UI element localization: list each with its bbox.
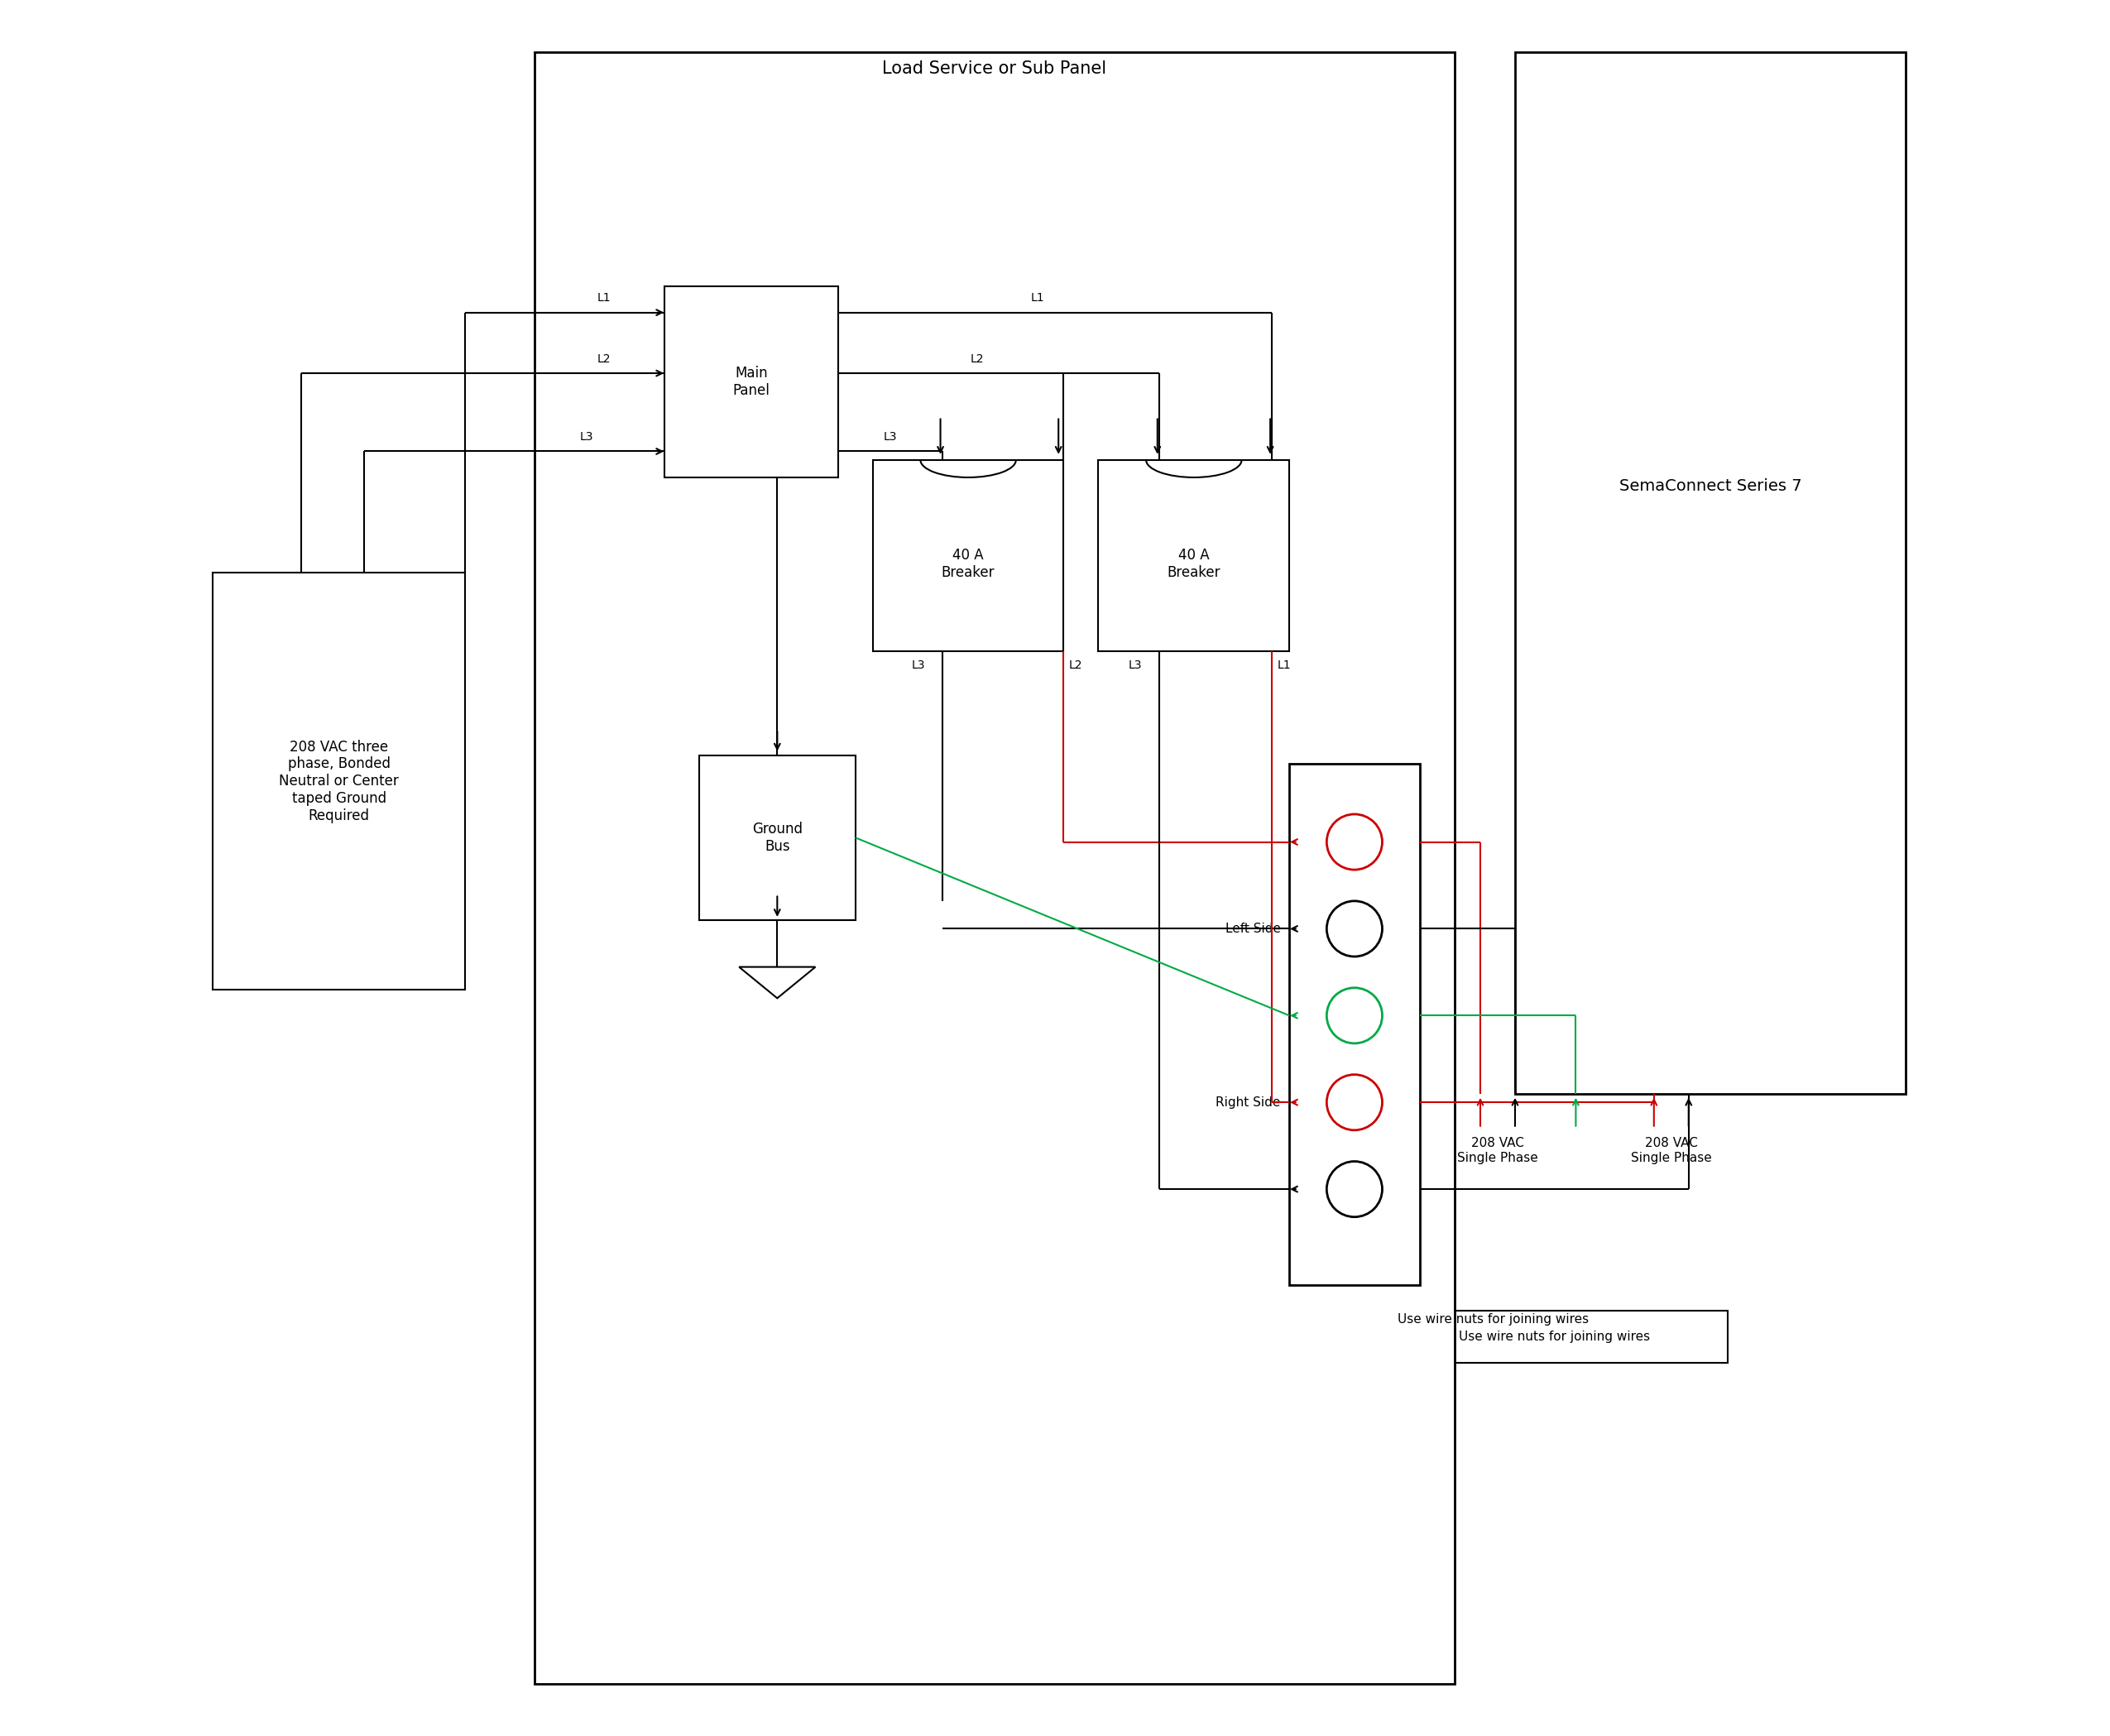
Text: 40 A
Breaker: 40 A Breaker [1167,549,1220,580]
Text: L2: L2 [971,352,983,365]
Text: 208 VAC three
phase, Bonded
Neutral or Center
taped Ground
Required: 208 VAC three phase, Bonded Neutral or C… [279,740,399,823]
Bar [1099,460,1289,651]
Text: L3: L3 [580,431,593,443]
Bar [665,286,838,477]
Text: L1: L1 [1277,660,1291,672]
Bar [874,460,1063,651]
Bar [1380,1311,1728,1363]
Text: 208 VAC
Single Phase: 208 VAC Single Phase [1458,1137,1538,1163]
Bar [1515,52,1905,1094]
Bar [534,52,1454,1684]
Text: Right Side: Right Side [1215,1095,1281,1109]
Text: 40 A
Breaker: 40 A Breaker [941,549,996,580]
Text: 208 VAC
Single Phase: 208 VAC Single Phase [1631,1137,1711,1163]
Text: L3: L3 [884,431,897,443]
Text: Load Service or Sub Panel: Load Service or Sub Panel [882,61,1106,78]
Text: L1: L1 [597,292,610,304]
Text: Left Side: Left Side [1226,922,1281,936]
Text: Use wire nuts for joining wires: Use wire nuts for joining wires [1397,1312,1589,1326]
Text: Ground
Bus: Ground Bus [751,821,802,854]
Text: Main
Panel: Main Panel [732,366,770,398]
Text: SemaConnect Series 7: SemaConnect Series 7 [1618,477,1802,495]
Bar [213,573,464,990]
Text: L2: L2 [597,352,610,365]
Bar [698,755,855,920]
Text: L3: L3 [912,660,924,672]
Text: L2: L2 [1070,660,1082,672]
Text: Use wire nuts for joining wires: Use wire nuts for joining wires [1458,1330,1650,1344]
Text: L1: L1 [1032,292,1044,304]
Bar [1289,764,1420,1285]
Text: L3: L3 [1129,660,1142,672]
